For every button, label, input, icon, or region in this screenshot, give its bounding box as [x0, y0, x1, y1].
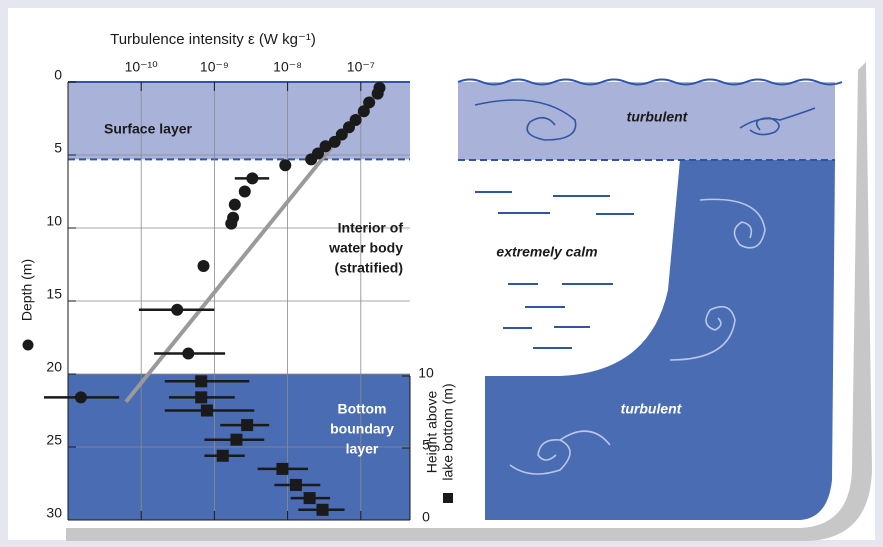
y-tick-label: 0	[54, 67, 62, 83]
diagram-label: extremely calm	[496, 244, 597, 260]
data-point	[317, 504, 329, 516]
diagram-label: turbulent	[627, 109, 689, 125]
data-point	[225, 218, 237, 230]
y-tick-label: 30	[46, 505, 62, 521]
figure: turbulent extremely calm turbulent Turbu…	[0, 0, 883, 547]
y2-label-symbol	[443, 493, 453, 503]
data-point	[217, 450, 229, 462]
region-label: Surface layer	[104, 121, 192, 137]
y2-axis-label: lake bottom (m)	[440, 383, 456, 480]
region-label: Bottom	[338, 401, 387, 417]
annotation: water body	[328, 240, 403, 256]
annotation: (stratified)	[335, 260, 403, 276]
data-point	[195, 375, 207, 387]
x-tick-label: 10⁻⁷	[347, 59, 375, 75]
chart-title: Turbulence intensity ε (W kg⁻¹)	[110, 31, 316, 48]
region-label: boundary	[330, 421, 394, 437]
y-tick-label: 10	[46, 213, 62, 229]
data-point	[372, 88, 384, 100]
y-tick-label: 20	[46, 359, 62, 375]
data-point	[198, 260, 210, 272]
data-point	[75, 391, 87, 403]
x-tick-label: 10⁻¹⁰	[125, 59, 159, 75]
y-axis-label: Depth (m)	[19, 259, 35, 321]
chart: Turbulence intensity ε (W kg⁻¹) 10⁻¹⁰ 10⁻…	[19, 31, 456, 525]
y-tick-label: 15	[46, 286, 62, 302]
data-point	[239, 186, 251, 198]
data-point	[229, 199, 241, 211]
region-label: layer	[346, 441, 379, 457]
y2-tick-label: 0	[422, 509, 430, 525]
data-point	[276, 463, 288, 475]
data-point	[304, 492, 316, 504]
data-point	[182, 348, 194, 360]
y-label-symbol	[23, 340, 34, 351]
x-tick-label: 10⁻⁹	[200, 59, 229, 75]
x-tick-label: 10⁻⁸	[273, 59, 302, 75]
diagram-label: turbulent	[621, 401, 683, 417]
data-point	[246, 172, 258, 184]
data-point	[195, 391, 207, 403]
data-point	[305, 153, 317, 165]
data-point	[201, 405, 213, 417]
data-point	[241, 419, 253, 431]
data-point	[230, 434, 242, 446]
annotation: Interior of	[338, 220, 404, 236]
y-tick-label: 5	[54, 140, 62, 156]
data-point	[171, 304, 183, 316]
data-point	[279, 159, 291, 171]
y-tick-label: 25	[46, 432, 62, 448]
data-point	[358, 105, 370, 117]
y2-axis-label: Height above	[424, 391, 440, 474]
data-point	[290, 479, 302, 491]
y2-tick-label: 10	[418, 365, 434, 381]
